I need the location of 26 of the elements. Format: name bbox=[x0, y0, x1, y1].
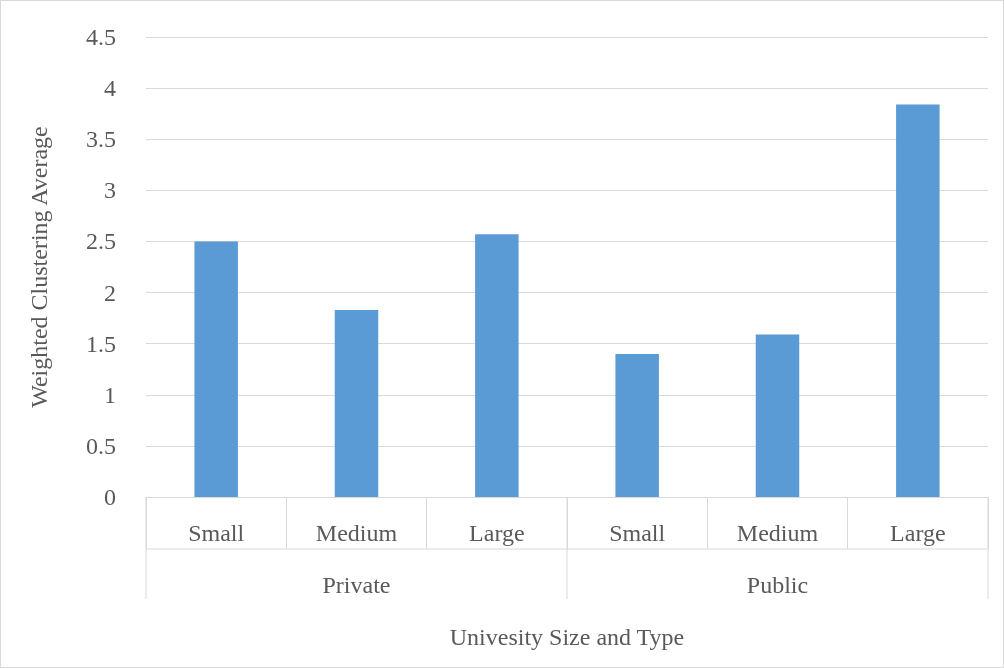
bar bbox=[334, 309, 379, 497]
y-axis-title: Weighted Clustering Average bbox=[26, 126, 52, 408]
bar bbox=[755, 334, 800, 497]
x-tick-label: Small bbox=[188, 520, 245, 546]
bar bbox=[615, 353, 659, 497]
text: Public bbox=[746, 572, 809, 598]
bar bbox=[475, 234, 519, 497]
x-tick-label: Large bbox=[890, 520, 946, 546]
x-tick-label: Large bbox=[469, 520, 525, 546]
x-tick-label: Medium bbox=[736, 520, 819, 546]
x-tick-label: Small bbox=[609, 520, 666, 546]
y-tick-label: 2 bbox=[104, 279, 116, 306]
y-tick-label: 0.5 bbox=[86, 432, 116, 459]
bar bbox=[194, 241, 238, 497]
bar bbox=[896, 104, 940, 497]
x-axis-title: Univesity Size and Type bbox=[449, 624, 685, 650]
y-tick-label: 1.5 bbox=[86, 330, 116, 357]
x-tick-label: Medium bbox=[315, 520, 398, 546]
y-tick-label: 4.5 bbox=[86, 24, 116, 50]
y-tick-label: 1 bbox=[104, 381, 116, 408]
y-tick-label: 0 bbox=[104, 484, 116, 510]
y-tick-label: 4 bbox=[104, 75, 116, 102]
y-tick-label: 2.5 bbox=[86, 228, 116, 255]
text: Private bbox=[322, 572, 391, 598]
y-tick-label: 3 bbox=[104, 177, 116, 204]
y-tick-label: 3.5 bbox=[86, 126, 116, 153]
